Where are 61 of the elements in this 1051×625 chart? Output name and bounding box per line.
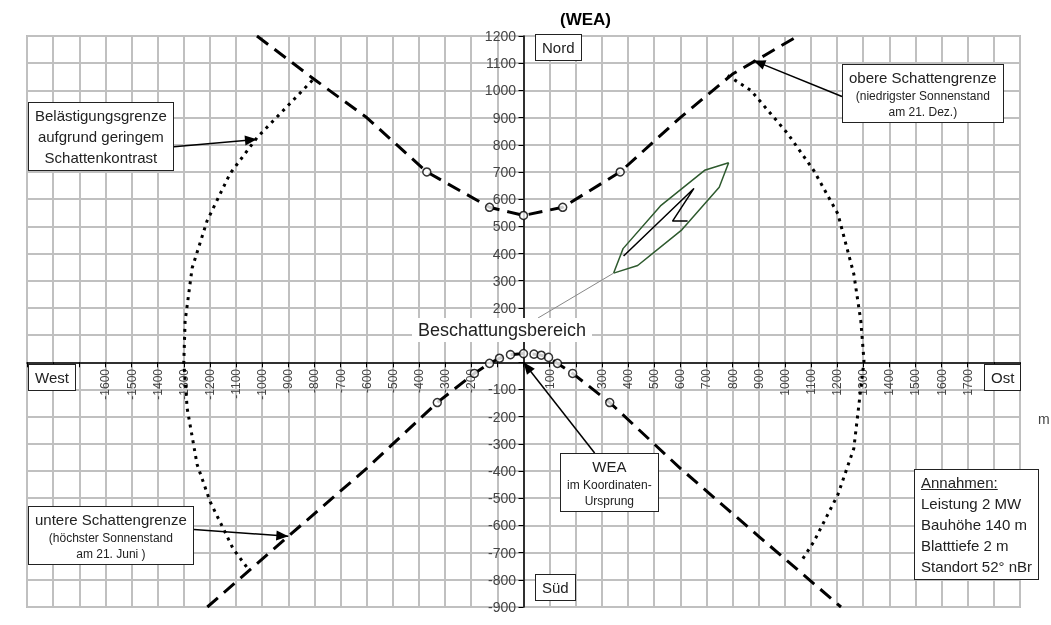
annotation: untere Schattengrenze (höchster Sonnenstand am 21. Juni ) <box>35 510 187 562</box>
y-tick-label: 700 <box>492 163 517 180</box>
y-tick-label: 800 <box>492 136 517 153</box>
y-tick-label: -700 <box>487 544 517 561</box>
y-tick-label: 200 <box>492 299 517 316</box>
x-tick-label: 600 <box>673 368 688 390</box>
y-tick-label: -500 <box>487 490 517 507</box>
y-tick-label: 300 <box>492 272 517 289</box>
y-tick-label: 900 <box>492 109 517 126</box>
x-tick-label: -1500 <box>124 368 139 400</box>
x-tick-label: 1200 <box>830 368 845 396</box>
y-tick-label: -200 <box>487 408 517 425</box>
x-axis-title: m <box>1038 411 1050 427</box>
annotation: Annahmen: Leistung 2 MW Bauhöhe 140 m Blatttiefe 2 m Standort 52° nBr <box>921 473 1033 577</box>
x-tick-label: -300 <box>438 368 453 394</box>
x-tick-label: -800 <box>307 368 322 394</box>
x-tick-label: -1200 <box>202 368 217 400</box>
x-tick-label: 900 <box>751 368 766 390</box>
y-tick-label: -600 <box>487 517 517 534</box>
y-tick-label: 1100 <box>485 55 517 72</box>
x-tick-label: 800 <box>725 368 740 390</box>
x-tick-label: -600 <box>359 368 374 394</box>
y-tick-label: 1000 <box>484 82 517 99</box>
x-tick-label: 500 <box>647 368 662 390</box>
y-tick-label: -900 <box>487 599 517 615</box>
x-tick-label: 1600 <box>934 368 949 396</box>
annotation: WEA im Koordinaten- Ursprung <box>567 457 652 509</box>
x-tick-label: 1000 <box>777 368 792 396</box>
annotation: obere Schattengrenze (niedrigster Sonnenstand am 21. Dez.) <box>849 68 997 120</box>
x-tick-label: 700 <box>699 368 714 390</box>
x-tick-label: -1100 <box>229 368 244 399</box>
annotation: Ost <box>991 368 1015 388</box>
chart-title: (WEA) <box>560 10 611 29</box>
y-tick-label: 1200 <box>484 28 517 44</box>
x-tick-label: 100 <box>542 368 557 390</box>
annotation: Nord <box>542 38 575 58</box>
x-tick-label: -500 <box>385 368 400 394</box>
x-tick-label: -700 <box>333 368 348 394</box>
x-tick-label: 1400 <box>882 368 897 396</box>
x-tick-label: -1400 <box>150 368 165 400</box>
x-tick-label: -900 <box>281 368 296 394</box>
annotation: West <box>35 368 69 388</box>
x-tick-label: -1600 <box>98 368 113 400</box>
annotation: Beschattungsbereich <box>418 319 587 341</box>
x-tick-label: -1300 <box>176 368 191 400</box>
x-tick-label: -400 <box>411 368 426 394</box>
y-tick-label: 500 <box>492 218 517 235</box>
x-tick-label: 400 <box>621 368 636 390</box>
x-tick-label: 300 <box>594 368 609 390</box>
y-tick-label: 400 <box>492 245 517 262</box>
annotation: Belästigungsgrenze aufgrund geringem Schattenkontrast <box>35 106 167 168</box>
x-tick-label: 1500 <box>908 368 923 396</box>
x-tick-label: -1000 <box>255 368 270 400</box>
y-tick-label: -300 <box>487 435 517 452</box>
annotation: Süd <box>542 578 569 598</box>
y-tick-label: -100 <box>487 381 517 398</box>
y-tick-label: -800 <box>487 571 517 588</box>
y-tick-label: -400 <box>487 463 517 480</box>
x-tick-label: 1700 <box>960 368 975 396</box>
x-tick-label: 1100 <box>803 368 818 395</box>
y-tick-label: 600 <box>492 191 517 208</box>
